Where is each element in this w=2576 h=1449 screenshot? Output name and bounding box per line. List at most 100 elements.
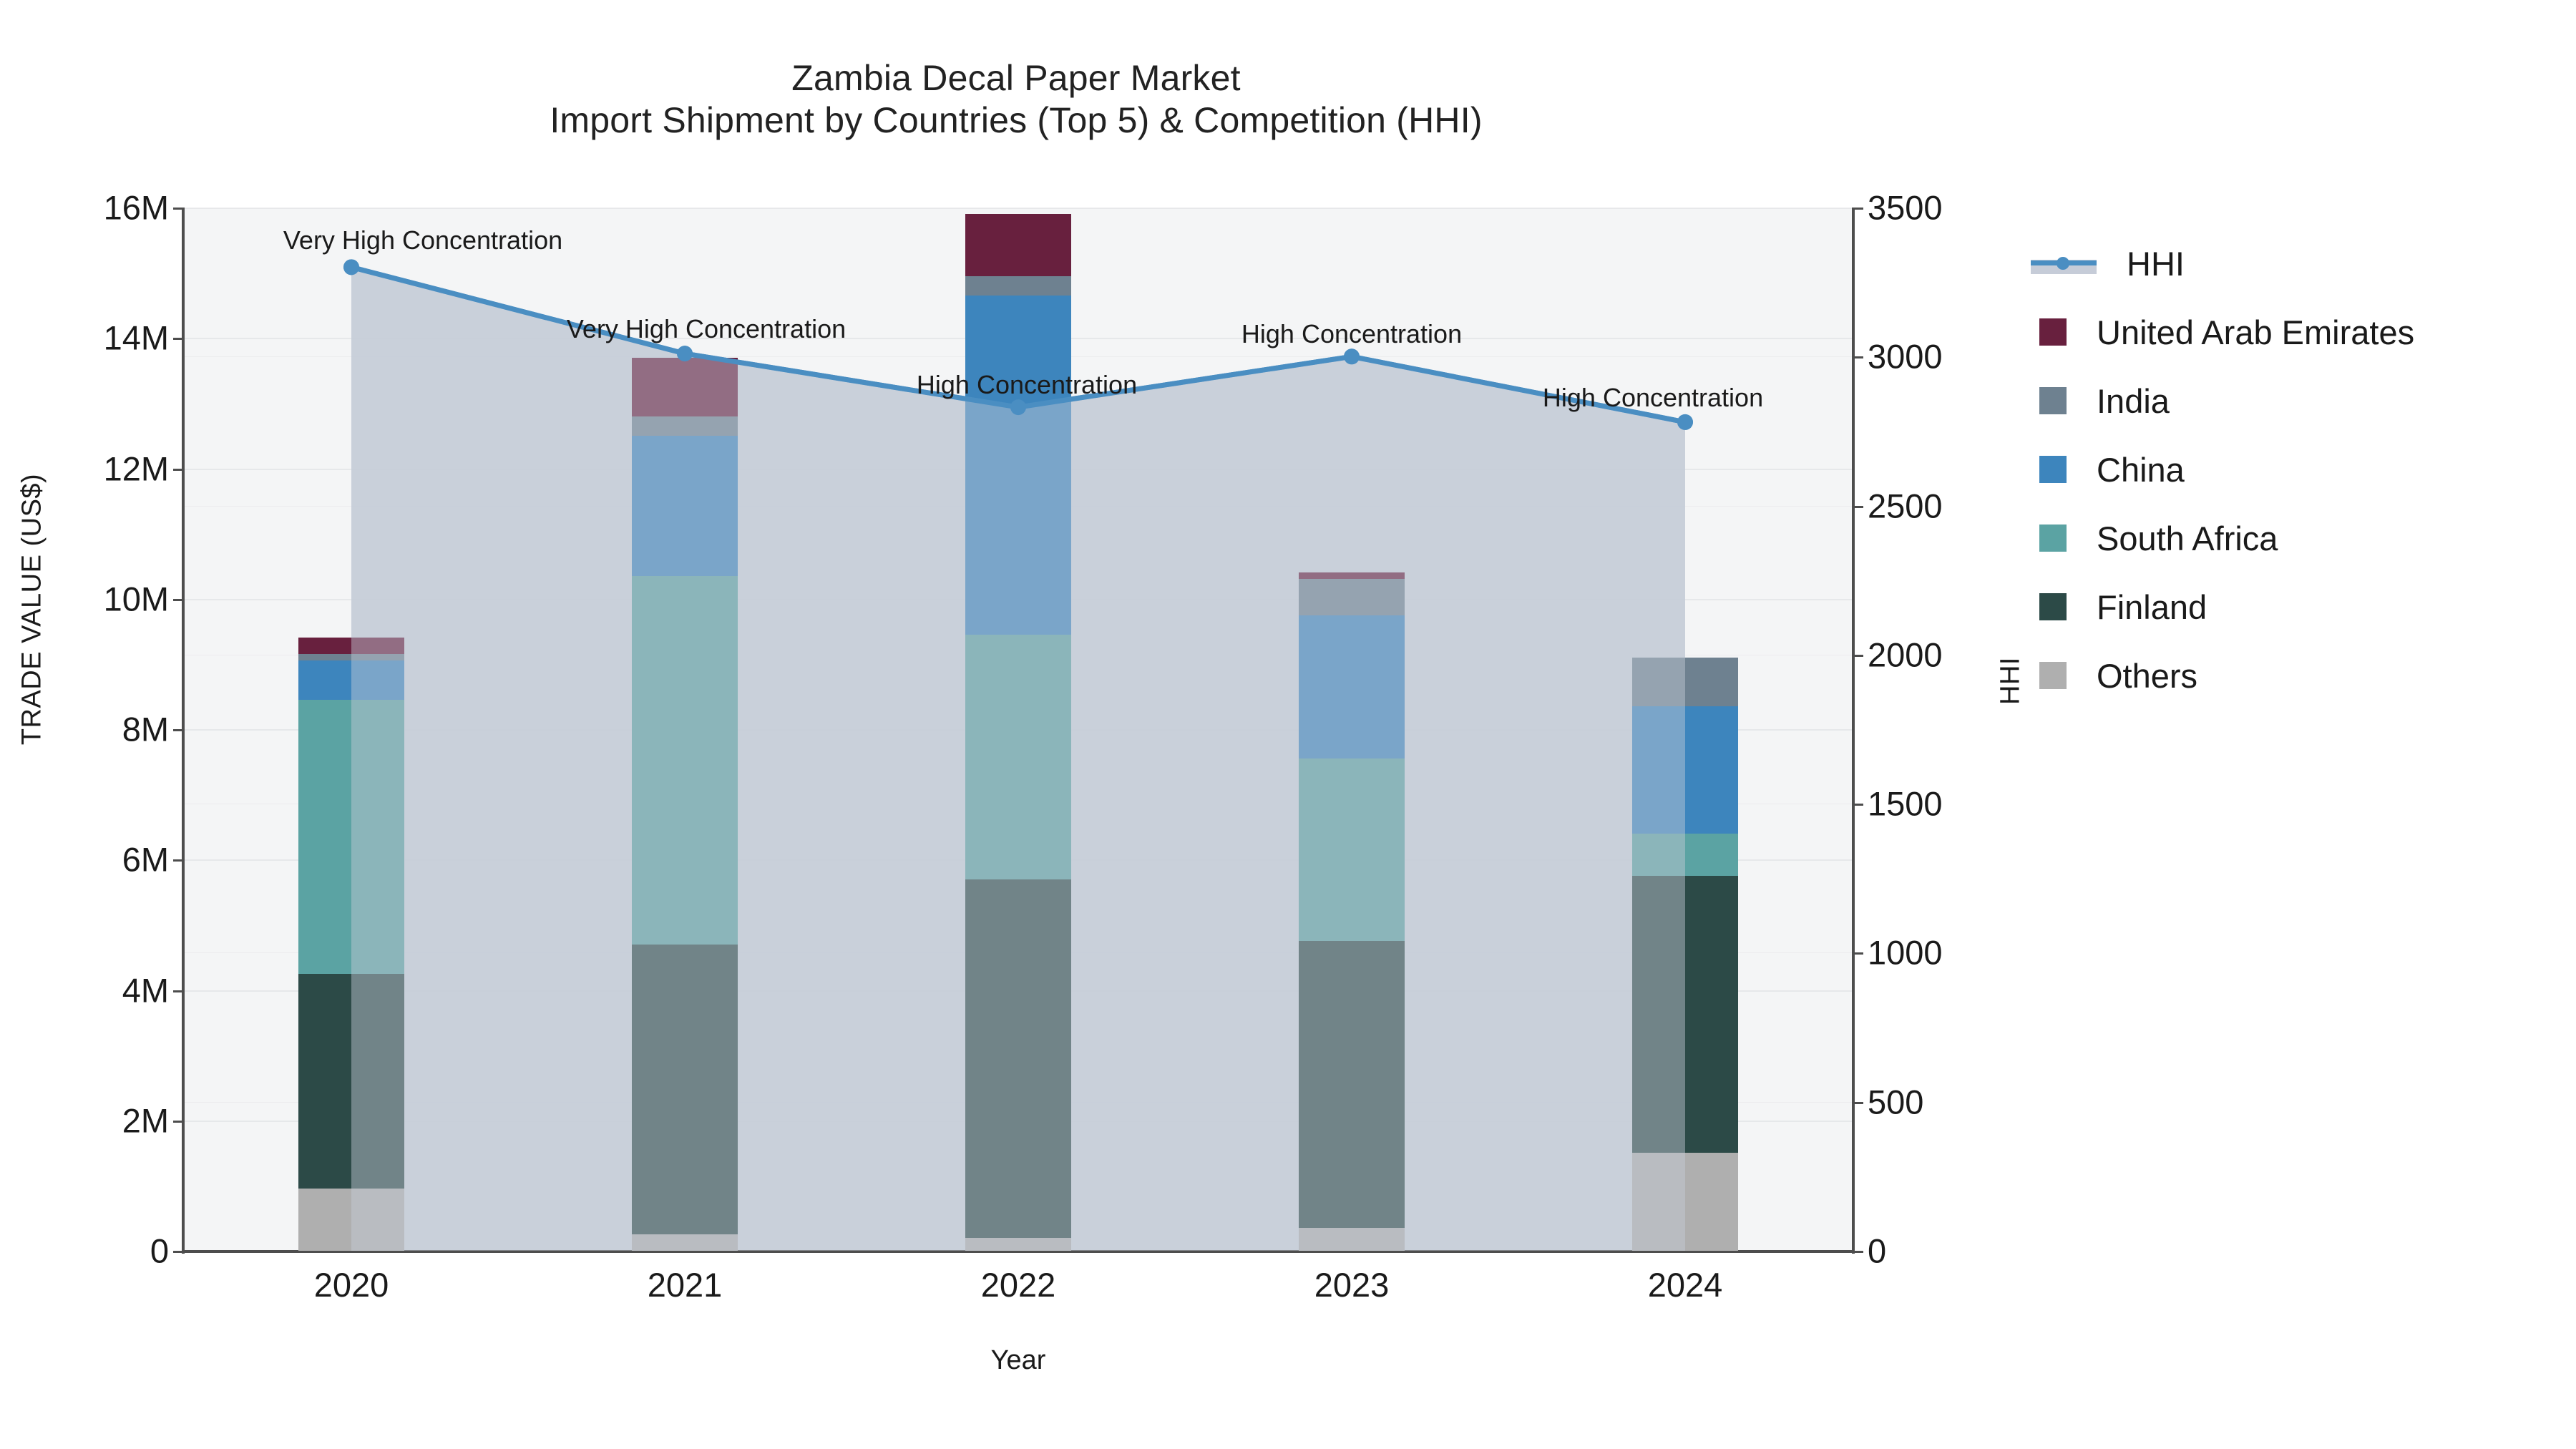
y-tick-left-mark — [173, 598, 185, 601]
legend-label: Finland — [2097, 587, 2207, 626]
bar-segment[interactable] — [1299, 1228, 1405, 1251]
legend-item-united-arab-emirates[interactable]: United Arab Emirates — [2031, 298, 2560, 366]
bar-segment[interactable] — [632, 944, 738, 1235]
legend-swatch-icon — [2039, 662, 2067, 689]
y-tick-right-label: 2000 — [1868, 635, 1943, 674]
bar-group-2020[interactable] — [298, 638, 404, 1251]
y-tick-left-label: 12M — [103, 449, 169, 487]
legend-swatch-icon — [2039, 593, 2067, 620]
legend-label: HHI — [2127, 244, 2185, 283]
y-tick-right-label: 0 — [1868, 1231, 1887, 1270]
hhi-annotation-2021: Very High Concentration — [566, 314, 847, 344]
x-tick-label-2024: 2024 — [1647, 1266, 1723, 1304]
x-axis-spine — [185, 1250, 1852, 1253]
y-tick-right-label: 1500 — [1868, 784, 1943, 823]
bar-segment[interactable] — [298, 638, 404, 655]
legend-swatch-icon — [2039, 456, 2067, 483]
y-axis-right-spine — [1852, 208, 1855, 1254]
bar-segment[interactable] — [632, 575, 738, 945]
legend-item-others[interactable]: Others — [2031, 641, 2560, 710]
bar-segment[interactable] — [632, 435, 738, 576]
legend-swatch-icon — [2039, 318, 2067, 346]
x-tick-label-2023: 2023 — [1314, 1266, 1390, 1304]
legend-swatch-icon — [2039, 525, 2067, 552]
gridline-left — [185, 208, 1852, 209]
bar-segment[interactable] — [1632, 706, 1738, 834]
y-tick-right-label: 3500 — [1868, 188, 1943, 227]
bar-segment[interactable] — [298, 660, 404, 700]
legend-swatch-icon — [2039, 387, 2067, 414]
chart-legend: HHI United Arab Emirates India China South A… — [2031, 229, 2560, 710]
bar-segment[interactable] — [1632, 657, 1738, 707]
bar-segment[interactable] — [298, 1189, 404, 1251]
x-tick-label-2021: 2021 — [647, 1266, 723, 1304]
y-tick-left-mark — [173, 468, 185, 471]
y-tick-right-label: 3000 — [1868, 337, 1943, 376]
bar-segment[interactable] — [1299, 941, 1405, 1229]
y-tick-left-mark — [173, 859, 185, 862]
y-tick-right-mark — [1852, 208, 1863, 210]
legend-label: South Africa — [2097, 519, 2278, 557]
y-tick-left-label: 2M — [122, 1101, 169, 1140]
y-tick-right-label: 2500 — [1868, 487, 1943, 525]
y-tick-left-mark — [173, 1251, 185, 1253]
chart-subtitle: Import Shipment by Countries (Top 5) & C… — [550, 100, 1483, 140]
y-tick-left-label: 4M — [122, 971, 169, 1009]
legend-item-south-africa[interactable]: South Africa — [2031, 504, 2560, 572]
plot-area: Very High Concentration Very High Concent… — [185, 208, 1852, 1252]
x-tick-label-2022: 2022 — [980, 1266, 1056, 1304]
y-tick-right-mark — [1852, 1101, 1863, 1104]
legend-item-finland[interactable]: Finland — [2031, 572, 2560, 641]
y-tick-left-label: 0 — [150, 1231, 169, 1270]
hhi-annotation-2020: Very High Concentration — [283, 225, 563, 255]
bar-segment[interactable] — [1632, 833, 1738, 877]
y-axis-right-label: HHI — [1995, 657, 2026, 705]
y-tick-right-mark — [1852, 356, 1863, 359]
y-tick-left-label: 16M — [103, 188, 169, 227]
bar-segment[interactable] — [965, 634, 1071, 879]
bar-segment[interactable] — [298, 654, 404, 661]
x-tick-label-2020: 2020 — [313, 1266, 389, 1304]
bar-segment[interactable] — [965, 1237, 1071, 1251]
y-tick-right-label: 500 — [1868, 1083, 1924, 1121]
bar-group-2021[interactable] — [632, 357, 738, 1251]
bar-group-2022[interactable] — [965, 214, 1071, 1251]
bar-segment[interactable] — [1299, 758, 1405, 942]
bars-layer — [185, 208, 1852, 1251]
hhi-annotation-2024: High Concentration — [1542, 382, 1764, 412]
y-tick-left-mark — [173, 729, 185, 731]
y-tick-left-mark — [173, 1120, 185, 1123]
hhi-annotation-2023: High Concentration — [1241, 319, 1463, 349]
chart-title: Zambia Decal Paper Market — [791, 58, 1241, 98]
bar-segment[interactable] — [965, 879, 1071, 1238]
bar-segment[interactable] — [1299, 572, 1405, 580]
bar-segment[interactable] — [1299, 615, 1405, 759]
bar-segment[interactable] — [1632, 1153, 1738, 1251]
legend-label: China — [2097, 450, 2185, 489]
y-tick-left-mark — [173, 208, 185, 210]
y-tick-right-mark — [1852, 1251, 1863, 1253]
bar-segment[interactable] — [298, 973, 404, 1189]
bar-segment[interactable] — [632, 1234, 738, 1251]
bar-segment[interactable] — [298, 700, 404, 974]
y-tick-right-label: 1000 — [1868, 933, 1943, 972]
chart-title-block: Zambia Decal Paper Market Import Shipmen… — [0, 57, 2032, 142]
legend-label: Others — [2097, 656, 2198, 695]
bar-segment[interactable] — [1632, 876, 1738, 1153]
legend-item-china[interactable]: China — [2031, 435, 2560, 504]
legend-line-icon — [2031, 250, 2097, 277]
hhi-annotations: Very High Concentration Very High Concent… — [185, 208, 1852, 1251]
y-tick-left-mark — [173, 338, 185, 341]
bar-group-2023[interactable] — [1299, 572, 1405, 1251]
legend-label: India — [2097, 381, 2170, 420]
bar-segment[interactable] — [1299, 579, 1405, 615]
bar-group-2024[interactable] — [1632, 657, 1738, 1251]
y-tick-right-mark — [1852, 952, 1863, 955]
legend-item-hhi[interactable]: HHI — [2031, 229, 2560, 298]
hhi-annotation-2022: High Concentration — [916, 370, 1138, 400]
y-tick-left-mark — [173, 990, 185, 992]
y-tick-left-label: 8M — [122, 710, 169, 748]
y-tick-left-label: 6M — [122, 840, 169, 879]
legend-item-india[interactable]: India — [2031, 366, 2560, 435]
